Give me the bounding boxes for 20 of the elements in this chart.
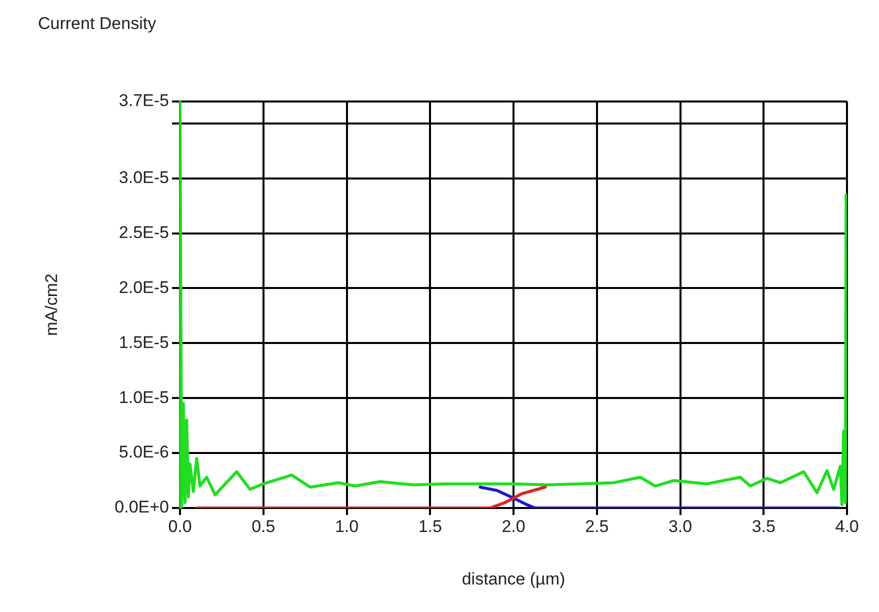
- y-axis-title: mA/cm2: [42, 274, 61, 336]
- x-tick-label: 1.5: [418, 516, 442, 536]
- x-tick-label: 0.5: [252, 516, 276, 536]
- chart-title: Current Density: [38, 14, 157, 33]
- x-tick-label: 3.0: [668, 516, 692, 536]
- y-tick-label: 3.0E-5: [118, 168, 169, 188]
- x-axis-title: distance (µm): [462, 569, 566, 588]
- y-tick-label: 3.7E-5: [118, 91, 169, 110]
- x-tick-label: 1.0: [334, 516, 359, 536]
- x-tick-label: 4.0: [835, 516, 859, 536]
- y-tick-label: 2.5E-5: [118, 222, 169, 242]
- y-tick-label: 1.0E-5: [118, 388, 169, 407]
- y-tick-label: 2.0E-5: [118, 278, 169, 297]
- y-tick-label: 1.5E-5: [118, 332, 169, 352]
- x-tick-label: 0.0: [168, 516, 192, 536]
- x-tick-label: 3.5: [752, 516, 776, 536]
- y-tick-label: 5.0E-6: [118, 442, 169, 462]
- x-tick-label: 2.5: [585, 516, 609, 536]
- x-tick-label: 2.0: [502, 516, 526, 536]
- y-tick-label: 0.0E+0: [114, 498, 169, 517]
